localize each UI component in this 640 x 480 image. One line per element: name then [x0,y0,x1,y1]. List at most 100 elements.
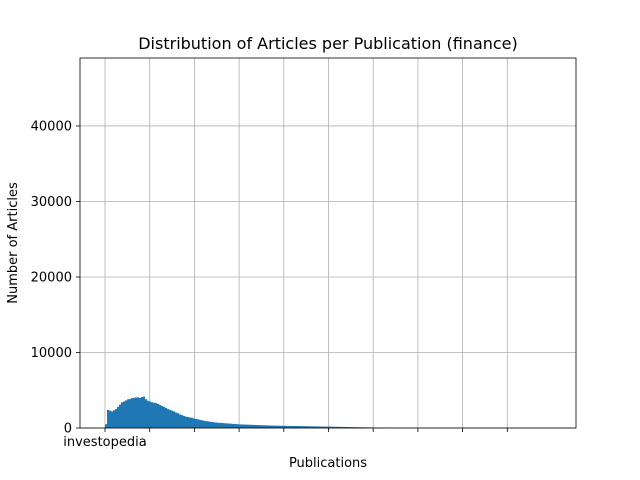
bar [245,424,248,428]
bar [123,401,126,428]
y-axis-label: Number of Articles [6,182,21,304]
bar [259,425,262,428]
y-tick-label: 0 [64,422,72,437]
bar [329,426,332,428]
bar [185,416,188,428]
y-axis-ticks: 0 10000 20000 30000 40000 [31,119,80,437]
y-tick-label: 20000 [31,270,72,285]
bar [179,414,182,428]
bar [345,426,348,428]
bar [107,409,110,428]
bar [243,424,246,428]
bar [137,397,140,428]
bar [269,425,272,428]
bar [209,421,212,428]
bar [311,426,314,428]
bar [253,424,256,428]
bar [349,427,352,428]
bar [323,426,326,428]
bar [305,426,308,428]
bar [191,417,194,428]
bar [203,420,206,428]
bar [337,426,340,428]
bar [181,415,184,428]
bar [223,423,226,428]
bar [219,422,222,428]
bar [139,397,142,428]
bar [149,401,152,428]
bar [213,422,216,428]
bar [251,424,254,428]
bar [287,425,290,428]
bar [109,410,112,428]
bar [239,424,242,428]
bar [339,426,342,428]
bar [221,423,224,428]
bar [257,425,260,428]
bar [331,426,334,428]
bar [289,425,292,428]
bar [231,423,234,428]
bar [233,423,236,428]
bar [183,415,186,428]
bar [215,422,218,428]
bar [135,397,138,428]
bar [201,420,204,428]
bar [237,424,240,428]
bar [175,412,178,428]
bar [143,396,146,428]
bar [171,410,174,428]
bar [277,425,280,428]
bar [165,407,168,428]
plot-frame [79,57,577,429]
bar [157,403,160,428]
bar [235,424,238,428]
bar [255,424,258,428]
bar [297,426,300,428]
bar [129,398,132,428]
bar [131,398,134,428]
bar [217,422,220,428]
bar [267,425,270,428]
bar [351,427,354,428]
bar [205,421,208,428]
bar [299,426,302,428]
bar [187,417,190,428]
bar [293,425,296,428]
x-tick-label: investopedia [63,435,146,450]
bar [355,427,358,428]
bar [279,425,282,428]
bar [319,426,322,428]
bar [261,425,264,428]
bar [303,426,306,428]
bar [125,400,128,428]
x-axis-ticks: investopedia [63,428,508,450]
bar [263,425,266,428]
bar [195,418,198,428]
x-axis-label: Publications [289,456,367,471]
bar [145,399,148,428]
bar [301,426,304,428]
bar [173,411,176,428]
bar [291,425,294,428]
bar [105,424,108,428]
bar [199,419,202,428]
bar [249,424,252,428]
bar [161,406,164,428]
bar [167,409,170,428]
bar [169,409,172,428]
bar [229,423,232,428]
bar [347,427,350,428]
bar [247,424,250,428]
bar [127,399,130,428]
bar [147,400,150,428]
bar [113,410,116,428]
bar [117,406,120,428]
bar [207,421,210,428]
bar [141,397,144,428]
bar [115,409,118,428]
y-tick-label: 30000 [31,195,72,210]
bar [111,411,114,428]
